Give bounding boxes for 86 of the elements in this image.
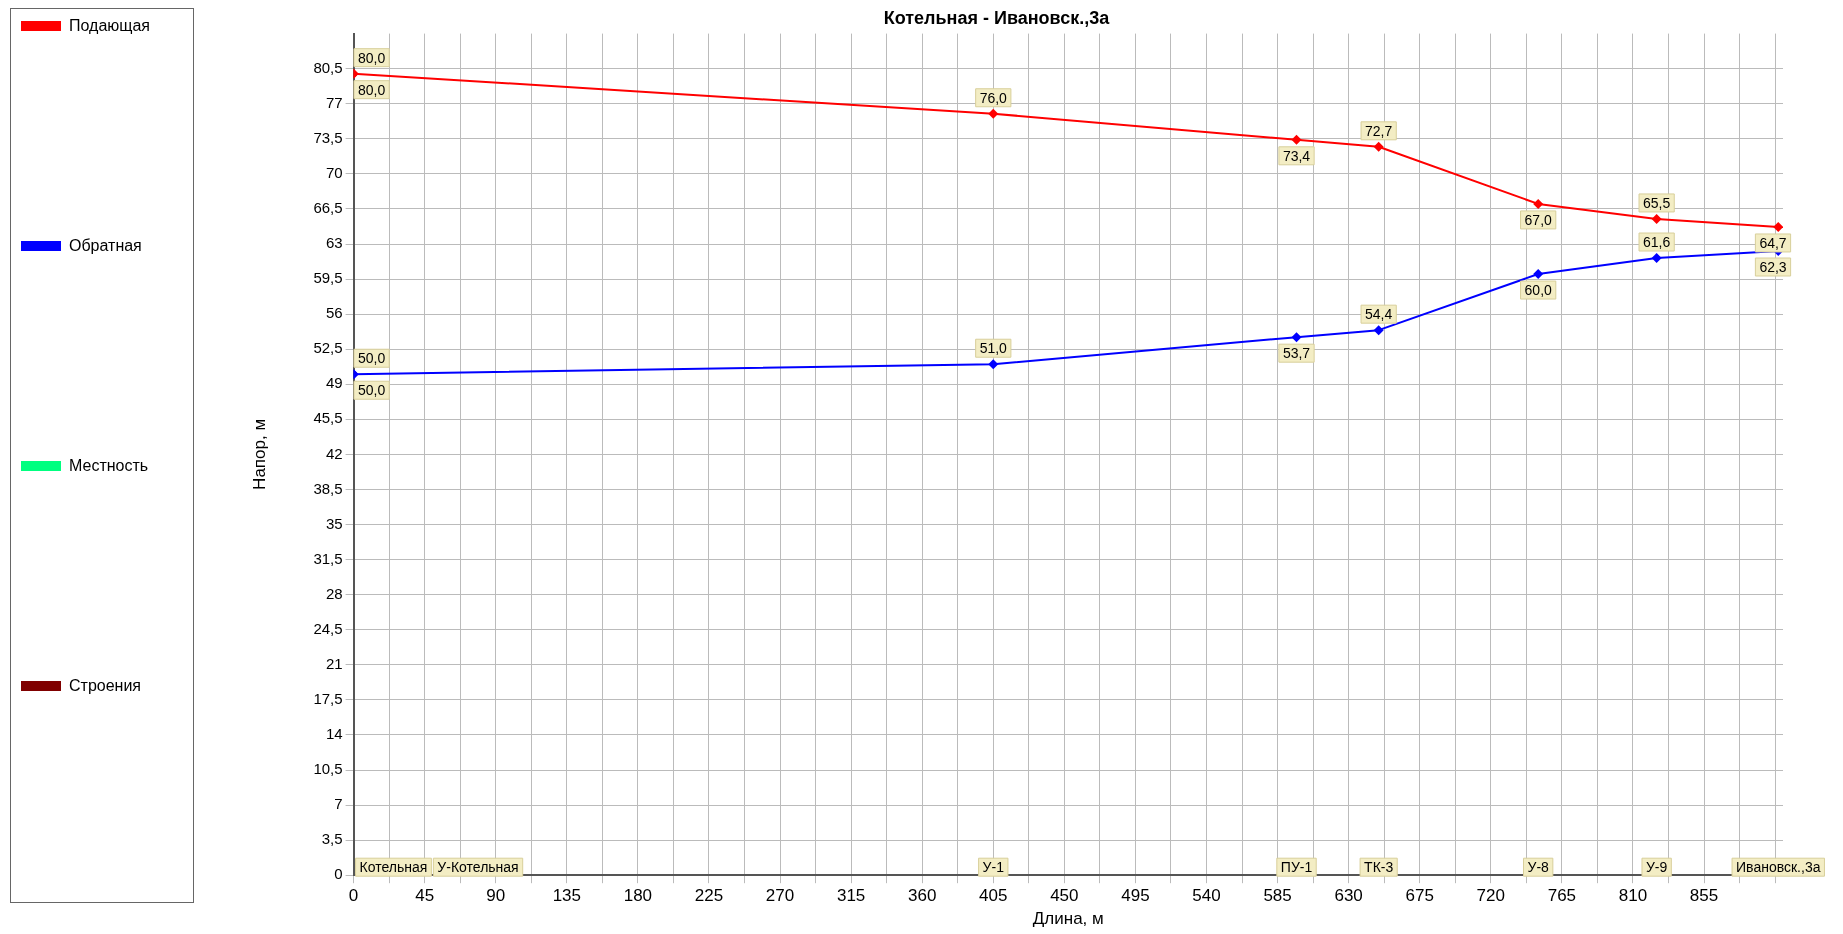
annotation: У-9 [1645, 859, 1668, 876]
point [1773, 221, 1783, 232]
y-tick-label: 21 [325, 654, 343, 672]
point [1373, 325, 1384, 336]
x-tick-label: 585 [1263, 886, 1292, 906]
x-tick-label: 630 [1334, 886, 1363, 906]
y-tick-label: 7 [334, 795, 343, 813]
y-tick-label: 0 [334, 865, 343, 883]
y-tick-label: 80,5 [313, 58, 343, 76]
y-tick-label: 35 [325, 514, 343, 532]
annotation: У-1 [982, 859, 1005, 876]
y-tick-label: 63 [325, 234, 343, 252]
point [1291, 134, 1302, 145]
data-label: 72,7 [1365, 122, 1393, 139]
y-tick-label: 3,5 [321, 830, 343, 848]
legend-label: Подающая [69, 17, 151, 35]
y-tick-label: 28 [325, 584, 343, 602]
legend-label: Обратная [69, 237, 142, 255]
annotation: ПУ-1 [1280, 859, 1313, 876]
x-tick-label: 180 [623, 886, 653, 906]
x-tick-label: 540 [1192, 886, 1221, 906]
data-label: 51,0 [979, 340, 1008, 357]
x-tick-label: 45 [415, 886, 435, 906]
x-tick-label: 315 [836, 886, 866, 906]
data-label: 80,0 [357, 49, 386, 66]
data-label: 60,0 [1524, 281, 1553, 298]
y-tick-label: 59,5 [313, 269, 343, 287]
y-tick-label: 38,5 [313, 479, 343, 497]
x-tick-label: 720 [1476, 886, 1505, 906]
annotation: Ивановск.,3а [1736, 859, 1821, 876]
chart-title: Котельная - Ивановск.,3а [883, 7, 1111, 28]
point [1651, 213, 1662, 224]
data-label: 50,0 [357, 350, 386, 367]
y-tick-label: 31,5 [313, 549, 343, 567]
data-label: 53,7 [1282, 345, 1311, 362]
data-label: 62,3 [1759, 258, 1787, 275]
x-tick-label: 0 [348, 886, 359, 906]
annotation: Котельная [359, 859, 428, 876]
x-tick-label: 450 [1050, 886, 1079, 906]
y-tick-label: 52,5 [313, 339, 343, 357]
x-tick-label: 225 [694, 886, 724, 906]
y-tick-label: 73,5 [313, 128, 343, 146]
x-tick-label: 405 [979, 886, 1008, 906]
data-label: 67,0 [1524, 211, 1553, 228]
y-tick-label: 10,5 [313, 760, 343, 778]
x-axis-title: Длина, м [1032, 909, 1104, 929]
y-tick-label: 49 [325, 374, 343, 392]
x-tick-label: 90 [486, 886, 506, 906]
x-tick-label: 765 [1547, 886, 1577, 906]
x-tick-label: 810 [1618, 886, 1648, 906]
point [1651, 253, 1662, 264]
point [988, 108, 999, 119]
data-label: 65,5 [1643, 194, 1671, 211]
data-label: 54,4 [1365, 306, 1393, 323]
data-label: 73,4 [1282, 147, 1311, 164]
y-tick-label: 45,5 [313, 409, 343, 427]
data-label: 76,0 [979, 89, 1008, 106]
y-tick-label: 66,5 [313, 199, 343, 217]
y-tick-label: 42 [325, 444, 343, 462]
y-axis-title: Напор, м [249, 418, 269, 490]
legend-label: Местность [69, 457, 149, 475]
y-tick-label: 14 [325, 725, 343, 743]
data-label: 80,0 [357, 81, 386, 98]
data-label: 61,6 [1643, 233, 1671, 250]
annotation: У-Котельная [437, 859, 519, 876]
x-tick-label: 270 [765, 886, 795, 906]
x-tick-label: 495 [1121, 886, 1150, 906]
data-label: 50,0 [357, 382, 386, 399]
x-tick-label: 855 [1689, 886, 1719, 906]
y-tick-label: 24,5 [313, 619, 343, 637]
y-tick-label: 17,5 [313, 690, 343, 708]
x-tick-label: 675 [1405, 886, 1434, 906]
annotation: ТК-3 [1364, 859, 1394, 876]
x-tick-label: 135 [552, 886, 582, 906]
point [1533, 269, 1544, 280]
y-tick-label: 70 [325, 164, 343, 182]
x-tick-label: 360 [908, 886, 937, 906]
legend-label: Строения [69, 677, 142, 695]
data-label: 64,7 [1759, 234, 1787, 251]
annotation: У-8 [1527, 859, 1550, 876]
y-tick-label: 56 [325, 304, 343, 322]
point [1291, 332, 1302, 343]
y-tick-label: 77 [325, 93, 343, 111]
point [988, 359, 999, 370]
point [1533, 198, 1544, 209]
point [1373, 141, 1384, 152]
